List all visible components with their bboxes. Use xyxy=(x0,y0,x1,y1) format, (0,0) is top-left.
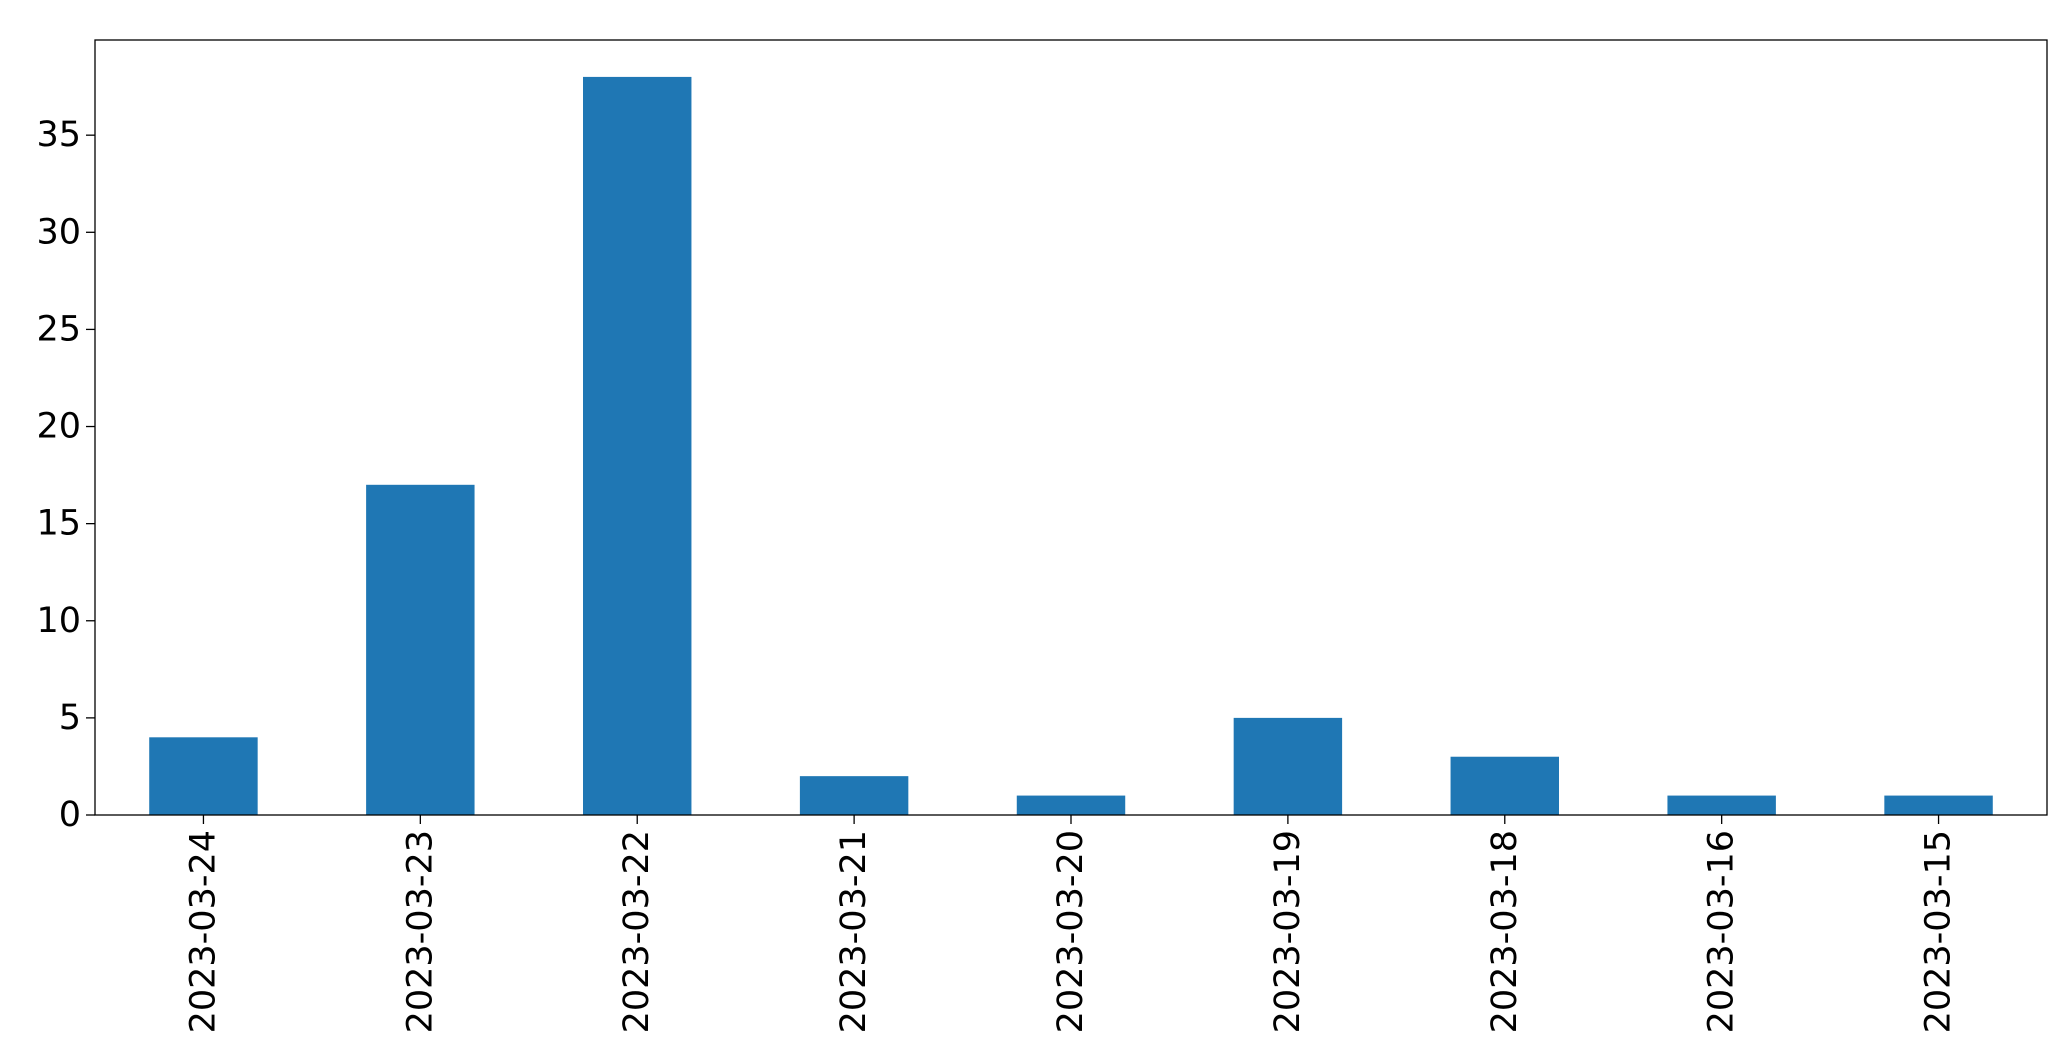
bar-2023-03-15 xyxy=(1884,795,1993,815)
bar-2023-03-22 xyxy=(583,76,692,815)
y-tick-label: 20 xyxy=(36,407,81,447)
x-axis: 2023-03-24 2023-03-23 2023-03-22 2023-03-21… xyxy=(183,815,1959,1033)
x-tick-label: 2023-03-24 xyxy=(183,830,223,1033)
bar-2023-03-23 xyxy=(366,484,475,815)
y-tick-label: 10 xyxy=(36,601,81,641)
bar-2023-03-24 xyxy=(149,737,258,815)
bar-2023-03-21 xyxy=(799,776,909,815)
x-tick-label: 2023-03-22 xyxy=(617,830,657,1033)
y-tick-label: 30 xyxy=(36,212,81,252)
y-tick-label: 35 xyxy=(36,115,81,155)
bar-2023-03-20 xyxy=(1016,795,1126,815)
bars-group xyxy=(149,76,1993,815)
y-tick-label: 5 xyxy=(59,698,81,738)
x-tick-label: 2023-03-19 xyxy=(1268,830,1308,1033)
x-tick-label: 2023-03-20 xyxy=(1051,830,1091,1033)
y-tick-label: 0 xyxy=(59,795,81,835)
x-tick-label: 2023-03-23 xyxy=(400,830,440,1033)
y-axis: 0 5 10 15 20 25 30 35 xyxy=(36,115,95,835)
y-tick-label: 25 xyxy=(36,309,81,349)
x-tick-label: 2023-03-16 xyxy=(1702,830,1742,1033)
plot-frame xyxy=(94,39,2048,816)
x-tick-label: 2023-03-21 xyxy=(834,830,874,1033)
x-tick-label: 2023-03-15 xyxy=(1919,830,1959,1033)
y-tick-label: 15 xyxy=(36,504,81,544)
x-tick-label: 2023-03-18 xyxy=(1485,830,1525,1033)
bar-2023-03-18 xyxy=(1450,756,1559,815)
bar-2023-03-16 xyxy=(1667,795,1776,815)
bar-2023-03-19 xyxy=(1233,717,1343,815)
